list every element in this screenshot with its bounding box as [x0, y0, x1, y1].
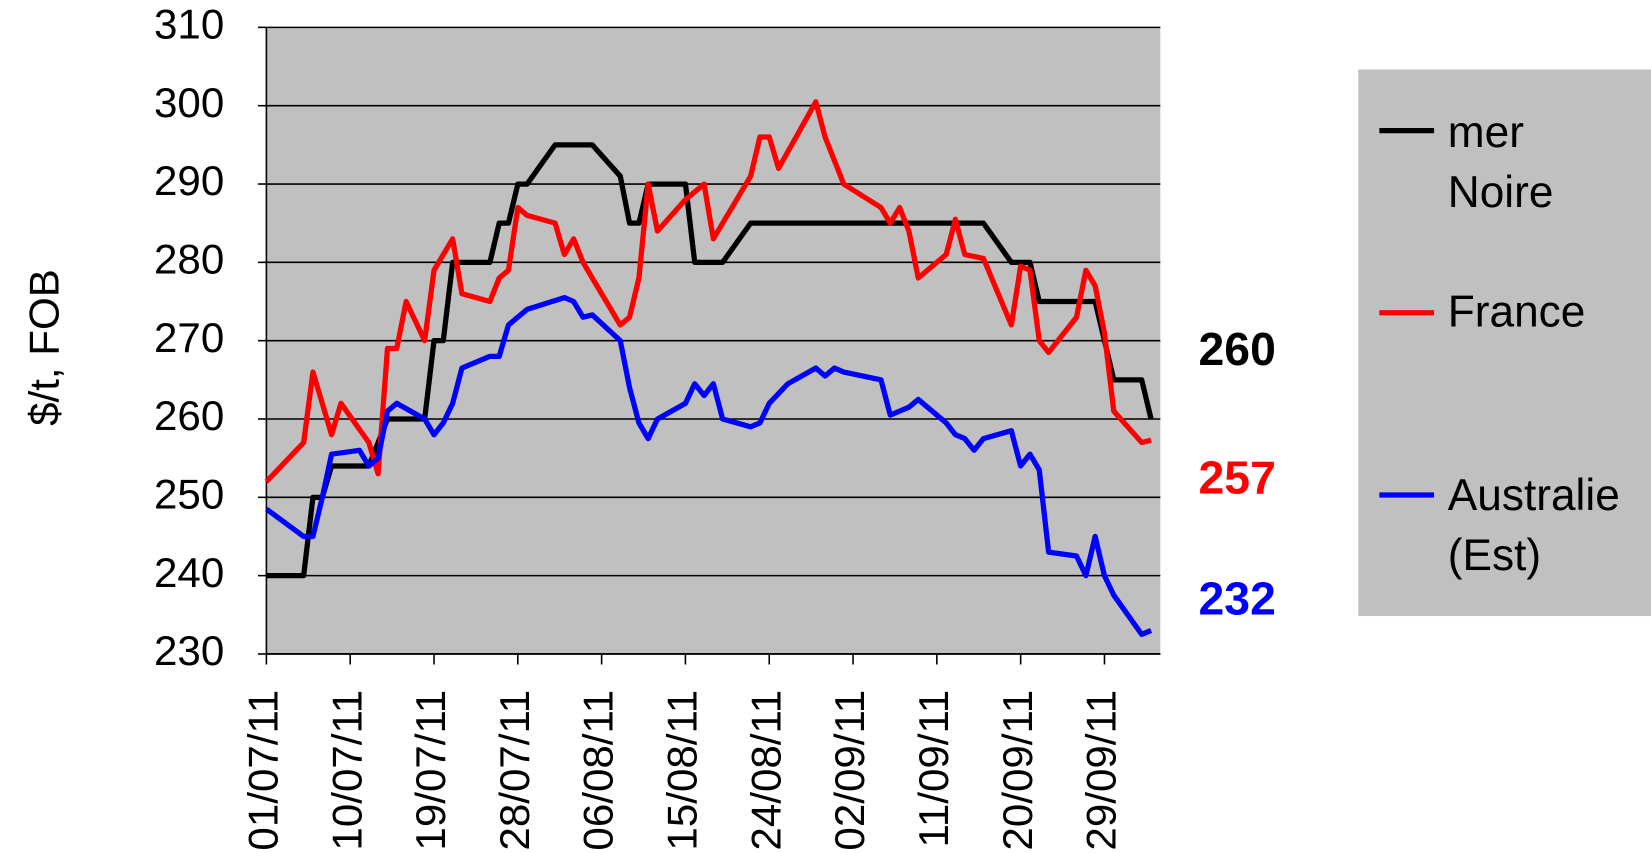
- legend-label: mer Noire: [1448, 107, 1554, 216]
- x-tick-label: 15/08/11: [659, 690, 706, 851]
- x-tick-label: 24/08/11: [742, 690, 789, 851]
- series-line: [264, 294, 1153, 638]
- x-tick-label: 01/07/11: [240, 690, 287, 851]
- x-tick-label: 28/07/11: [491, 690, 538, 851]
- y-tick-label: 270: [154, 314, 224, 361]
- legend-label: Australie (Est): [1448, 471, 1620, 580]
- end-label: 232: [1199, 573, 1276, 625]
- y-axis-label: $/t, FOB: [21, 269, 68, 426]
- y-tick-label: 260: [154, 392, 224, 439]
- x-tick-label: 10/07/11: [323, 690, 370, 851]
- legend-box: [1358, 69, 1651, 617]
- x-tick-label: 06/08/11: [575, 690, 622, 851]
- x-tick-label: 11/09/11: [910, 690, 957, 848]
- y-tick-label: 240: [154, 549, 224, 596]
- legend-label: France: [1448, 288, 1586, 337]
- x-tick-label: 20/09/11: [994, 690, 1041, 851]
- y-tick-label: 310: [154, 1, 224, 48]
- end-label: 260: [1199, 323, 1276, 375]
- x-tick-label: 02/09/11: [826, 690, 873, 851]
- y-tick-label: 230: [154, 627, 224, 674]
- y-tick-label: 280: [154, 235, 224, 282]
- y-tick-label: 300: [154, 79, 224, 126]
- series-line: [264, 99, 1152, 484]
- x-tick-label: 19/07/11: [407, 690, 454, 851]
- y-tick-label: 250: [154, 470, 224, 517]
- end-label: 257: [1199, 451, 1276, 503]
- y-tick-label: 290: [154, 157, 224, 204]
- x-tick-label: 29/09/11: [1078, 690, 1125, 851]
